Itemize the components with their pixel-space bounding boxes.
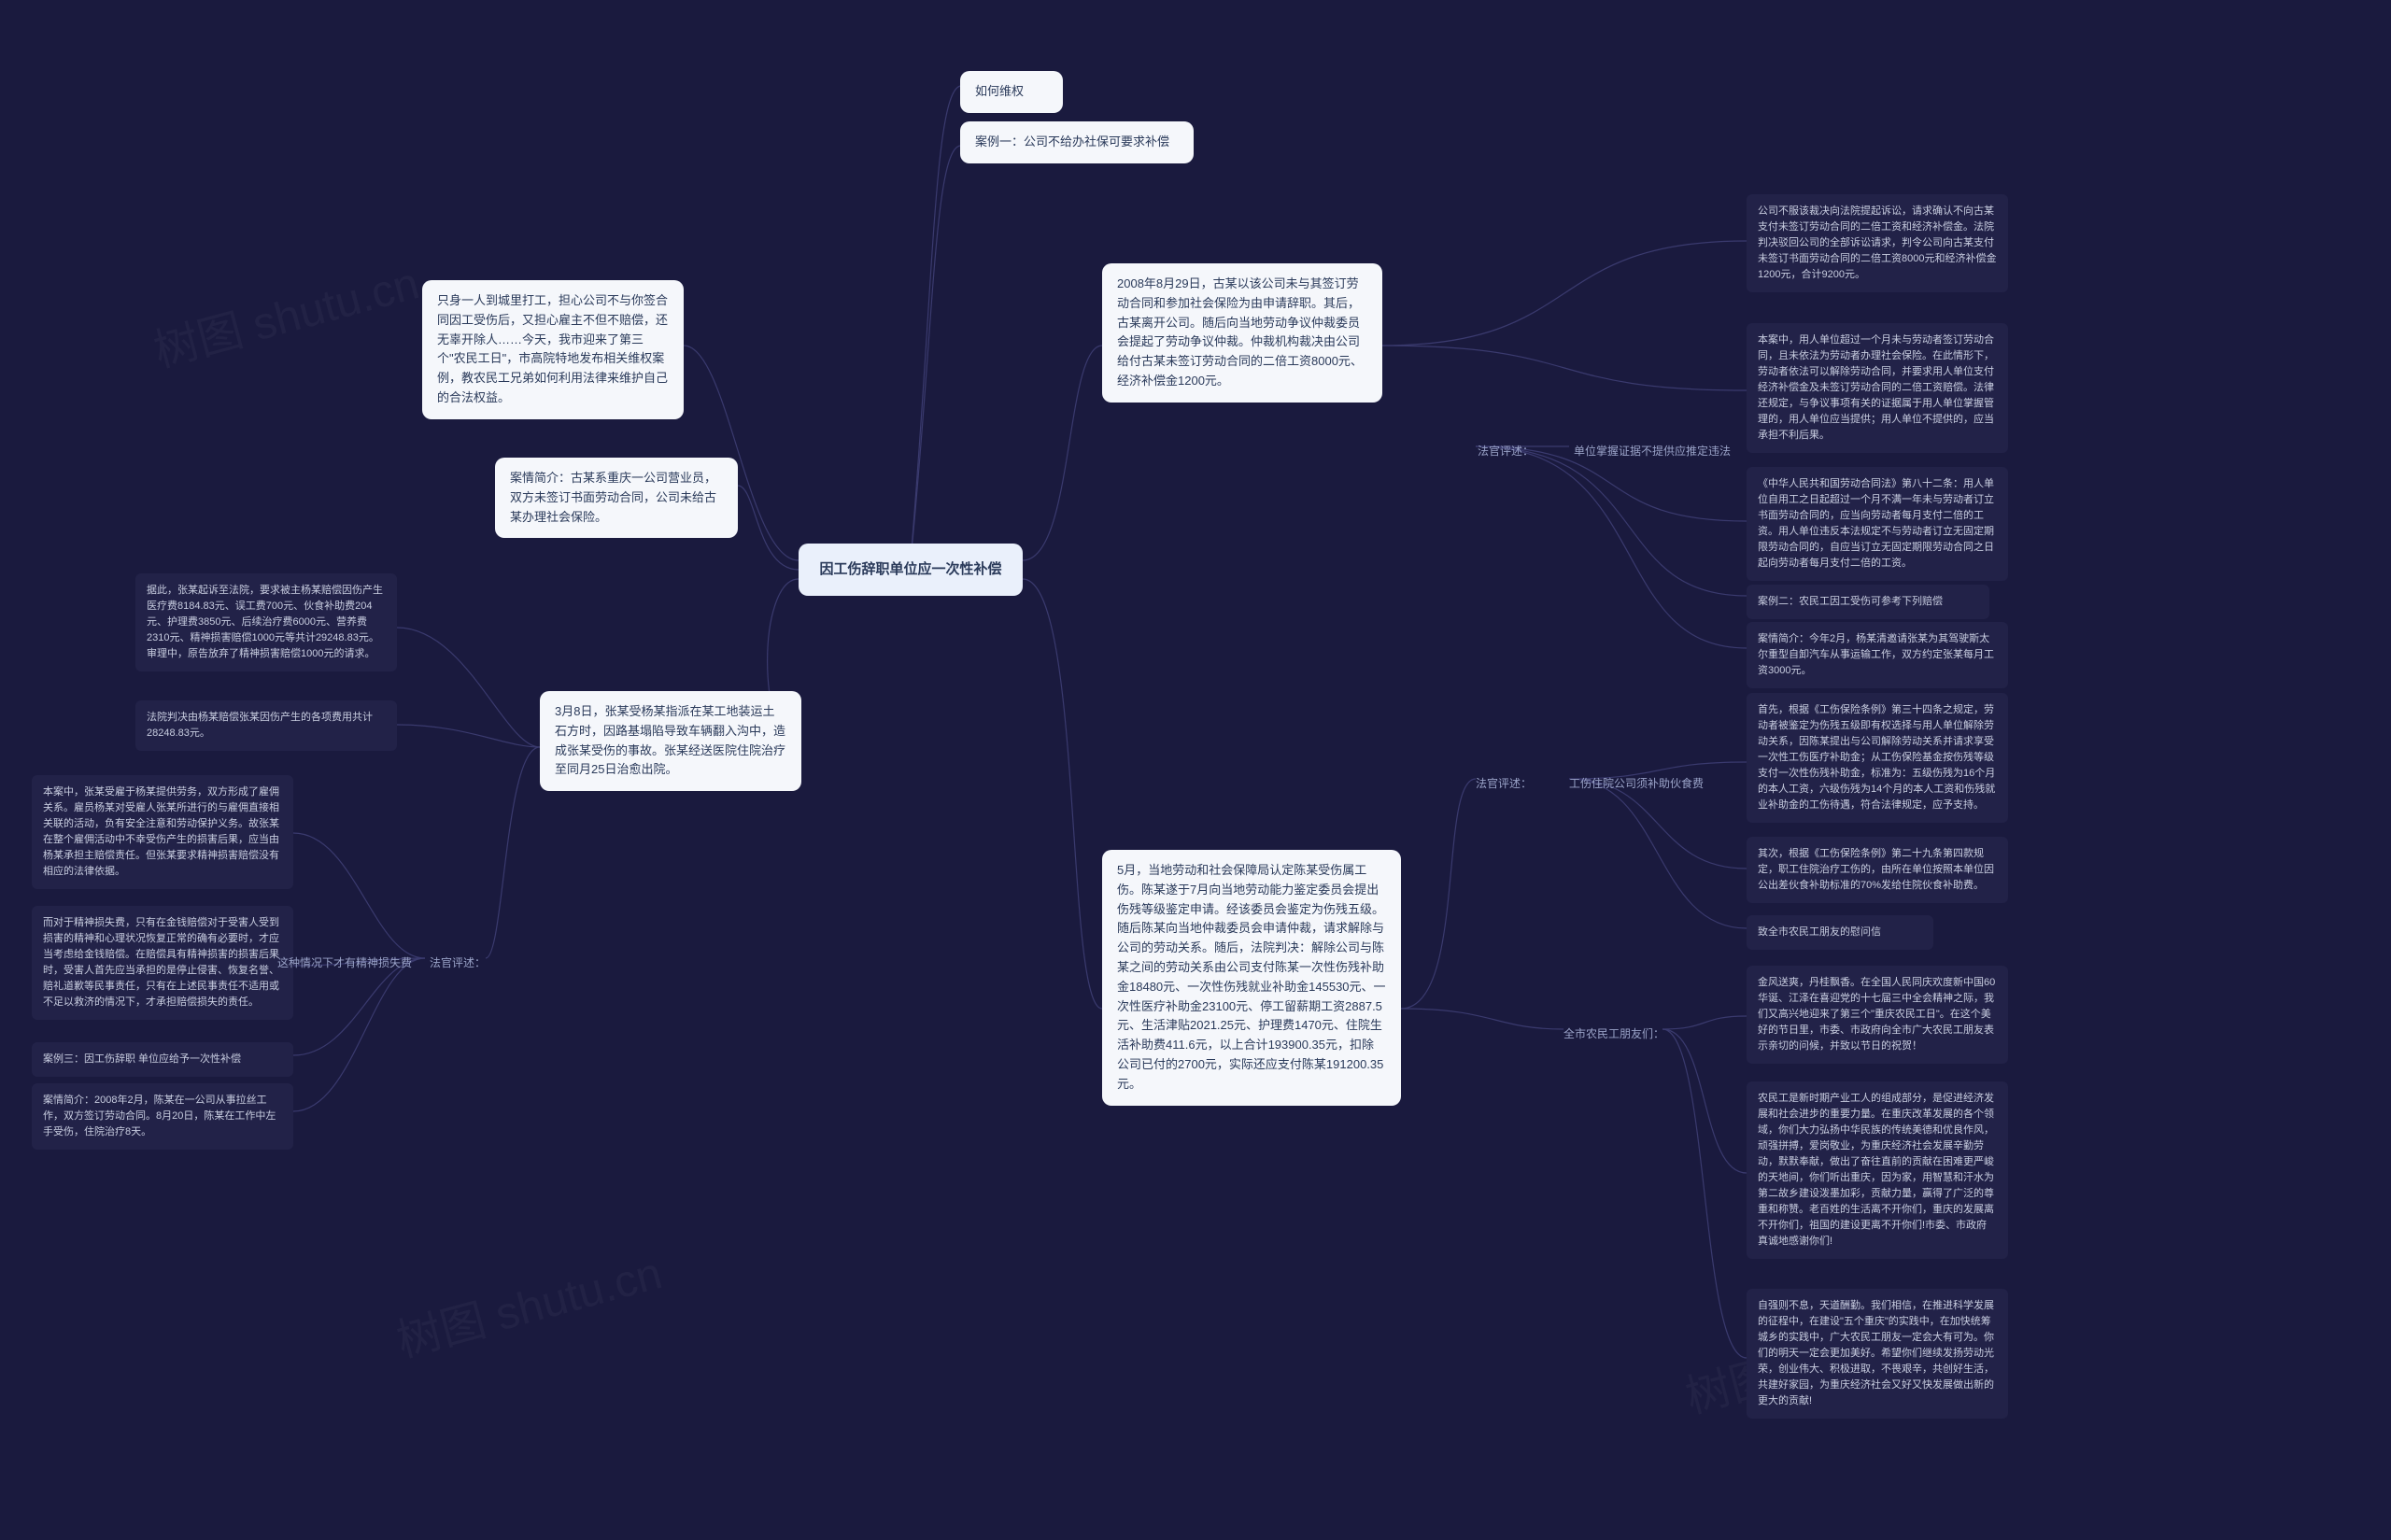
mindmap-node-dark[interactable]: 公司不服该裁决向法院提起诉讼，请求确认不向古某支付未签订劳动合同的二倍工资和经济… [1747, 194, 2008, 292]
mindmap-node-dark[interactable]: 案情简介：今年2月，杨某清邀请张某为其驾驶斯太尔重型自卸汽车从事运输工作，双方约… [1747, 622, 2008, 688]
branch-label: 法官评述： [1476, 775, 1532, 791]
watermark: 树图 shutu.cn [146, 247, 425, 380]
mindmap-node-dark[interactable]: 法院判决由杨某赔偿张某因伤产生的各项费用共计28248.83元。 [135, 700, 397, 751]
mindmap-node-dark[interactable]: 据此，张某起诉至法院，要求被主杨某赔偿因伤产生医疗费8184.83元、误工费70… [135, 573, 397, 671]
mindmap-node-white[interactable]: 2008年8月29日，古某以该公司未与其签订劳动合同和参加社会保险为由申请辞职。… [1102, 263, 1382, 403]
root-node[interactable]: 因工伤辞职单位应一次性补偿 [799, 544, 1023, 596]
branch-label: 法官评述： [430, 954, 486, 970]
mindmap-node-dark[interactable]: 本案中，张某受雇于杨某提供劳务，双方形成了雇佣关系。雇员杨某对受雇人张某所进行的… [32, 775, 293, 889]
branch-label: 单位掌握证据不提供应推定违法 [1574, 443, 1731, 459]
mindmap-node-dark[interactable]: 其次，根据《工伤保险条例》第二十九条第四款规定，职工住院治疗工伤的，由所在单位按… [1747, 837, 2008, 903]
mindmap-node-dark[interactable]: 案例二：农民工因工受伤可参考下列赔偿 [1747, 585, 1989, 619]
mindmap-node-dark[interactable]: 案情简介：2008年2月，陈某在一公司从事拉丝工作，双方签订劳动合同。8月20日… [32, 1083, 293, 1150]
branch-label: 法官评述： [1478, 443, 1534, 459]
mindmap-node-dark[interactable]: 自强则不息，天道酬勤。我们相信，在推进科学发展的征程中，在建设"五个重庆"的实践… [1747, 1289, 2008, 1419]
mindmap-node-white[interactable]: 3月8日，张某受杨某指派在某工地装运土石方时，因路基塌陷导致车辆翻入沟中，造成张… [540, 691, 801, 791]
mindmap-node-white[interactable]: 案例一：公司不给办社保可要求补偿 [960, 121, 1194, 163]
branch-label: 这种情况下才有精神损失费 [277, 954, 412, 970]
mindmap-node-dark[interactable]: 农民工是新时期产业工人的组成部分，是促进经济发展和社会进步的重要力量。在重庆改革… [1747, 1081, 2008, 1259]
mindmap-node-dark[interactable]: 金风送爽，丹桂飘香。在全国人民同庆欢度新中国60华诞、江泽在喜迎党的十七届三中全… [1747, 966, 2008, 1064]
mindmap-node-white[interactable]: 5月，当地劳动和社会保障局认定陈某受伤属工伤。陈某遂于7月向当地劳动能力鉴定委员… [1102, 850, 1401, 1106]
branch-label: 工伤住院公司须补助伙食费 [1569, 775, 1704, 791]
mindmap-node-dark[interactable]: 本案中，用人单位超过一个月未与劳动者签订劳动合同，且未依法为劳动者办理社会保险。… [1747, 323, 2008, 453]
mindmap-node-dark[interactable]: 致全市农民工朋友的慰问信 [1747, 915, 1933, 950]
mindmap-node-dark[interactable]: 《中华人民共和国劳动合同法》第八十二条：用人单位自用工之日起超过一个月不满一年未… [1747, 467, 2008, 581]
mindmap-node-white[interactable]: 如何维权 [960, 71, 1063, 113]
mindmap-node-white[interactable]: 只身一人到城里打工，担心公司不与你签合同因工受伤后，又担心雇主不但不赔偿，还无辜… [422, 280, 684, 419]
branch-label: 全市农民工朋友们： [1563, 1025, 1664, 1041]
mindmap-node-dark[interactable]: 案例三：因工伤辞职 单位应给予一次性补偿 [32, 1042, 293, 1077]
mindmap-node-dark[interactable]: 首先，根据《工伤保险条例》第三十四条之规定，劳动者被鉴定为伤残五级即有权选择与用… [1747, 693, 2008, 823]
connectors-layer [0, 0, 2391, 1540]
mindmap-node-dark[interactable]: 而对于精神损失费，只有在金钱赔偿对于受害人受到损害的精神和心理状况恢复正常的确有… [32, 906, 293, 1020]
mindmap-node-white[interactable]: 案情简介：古某系重庆一公司营业员，双方未签订书面劳动合同，公司未给古某办理社会保… [495, 458, 738, 538]
watermark: 树图 shutu.cn [389, 1236, 668, 1370]
